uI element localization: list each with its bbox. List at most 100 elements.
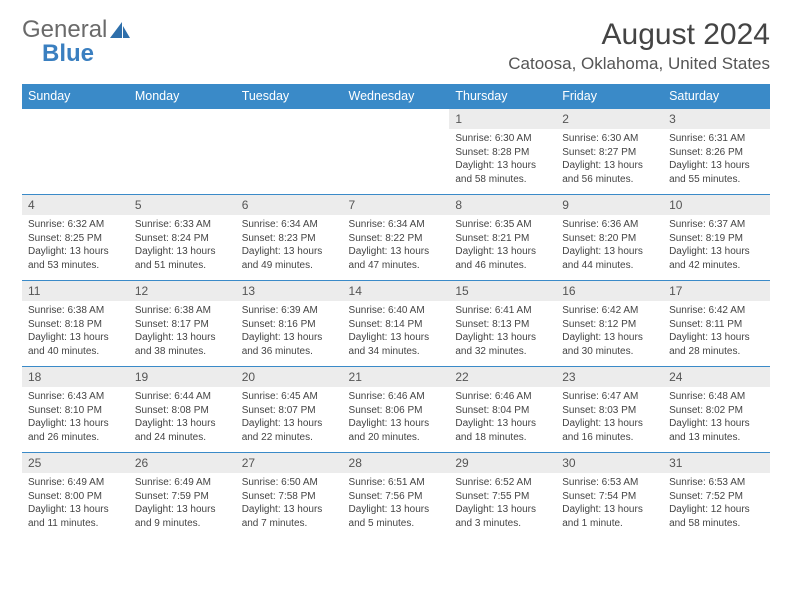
day-details: Sunrise: 6:48 AMSunset: 8:02 PMDaylight:… bbox=[663, 387, 770, 448]
day-details: Sunrise: 6:42 AMSunset: 8:12 PMDaylight:… bbox=[556, 301, 663, 362]
calendar-cell bbox=[343, 109, 450, 195]
weekday-header: Sunday bbox=[22, 84, 129, 109]
calendar-cell: 22Sunrise: 6:46 AMSunset: 8:04 PMDayligh… bbox=[449, 367, 556, 453]
day-details: Sunrise: 6:35 AMSunset: 8:21 PMDaylight:… bbox=[449, 215, 556, 276]
day-number: 12 bbox=[129, 281, 236, 301]
day-number: 23 bbox=[556, 367, 663, 387]
calendar-row: 1Sunrise: 6:30 AMSunset: 8:28 PMDaylight… bbox=[22, 109, 770, 195]
day-details: Sunrise: 6:37 AMSunset: 8:19 PMDaylight:… bbox=[663, 215, 770, 276]
calendar-row: 25Sunrise: 6:49 AMSunset: 8:00 PMDayligh… bbox=[22, 453, 770, 539]
day-details: Sunrise: 6:50 AMSunset: 7:58 PMDaylight:… bbox=[236, 473, 343, 534]
calendar-cell: 25Sunrise: 6:49 AMSunset: 8:00 PMDayligh… bbox=[22, 453, 129, 539]
brand-part2: Blue bbox=[42, 42, 94, 66]
day-number: 2 bbox=[556, 109, 663, 129]
day-number: 24 bbox=[663, 367, 770, 387]
day-details: Sunrise: 6:49 AMSunset: 8:00 PMDaylight:… bbox=[22, 473, 129, 534]
day-number: 3 bbox=[663, 109, 770, 129]
calendar-cell: 2Sunrise: 6:30 AMSunset: 8:27 PMDaylight… bbox=[556, 109, 663, 195]
calendar-table: SundayMondayTuesdayWednesdayThursdayFrid… bbox=[22, 84, 770, 539]
calendar-cell: 31Sunrise: 6:53 AMSunset: 7:52 PMDayligh… bbox=[663, 453, 770, 539]
day-details: Sunrise: 6:41 AMSunset: 8:13 PMDaylight:… bbox=[449, 301, 556, 362]
day-details: Sunrise: 6:49 AMSunset: 7:59 PMDaylight:… bbox=[129, 473, 236, 534]
day-details: Sunrise: 6:32 AMSunset: 8:25 PMDaylight:… bbox=[22, 215, 129, 276]
calendar-cell: 26Sunrise: 6:49 AMSunset: 7:59 PMDayligh… bbox=[129, 453, 236, 539]
location-subtitle: Catoosa, Oklahoma, United States bbox=[508, 54, 770, 74]
day-details: Sunrise: 6:43 AMSunset: 8:10 PMDaylight:… bbox=[22, 387, 129, 448]
day-details: Sunrise: 6:33 AMSunset: 8:24 PMDaylight:… bbox=[129, 215, 236, 276]
calendar-cell: 7Sunrise: 6:34 AMSunset: 8:22 PMDaylight… bbox=[343, 195, 450, 281]
weekday-header: Tuesday bbox=[236, 84, 343, 109]
day-details: Sunrise: 6:31 AMSunset: 8:26 PMDaylight:… bbox=[663, 129, 770, 190]
calendar-row: 4Sunrise: 6:32 AMSunset: 8:25 PMDaylight… bbox=[22, 195, 770, 281]
calendar-cell: 13Sunrise: 6:39 AMSunset: 8:16 PMDayligh… bbox=[236, 281, 343, 367]
calendar-cell: 20Sunrise: 6:45 AMSunset: 8:07 PMDayligh… bbox=[236, 367, 343, 453]
calendar-cell: 29Sunrise: 6:52 AMSunset: 7:55 PMDayligh… bbox=[449, 453, 556, 539]
day-details: Sunrise: 6:53 AMSunset: 7:54 PMDaylight:… bbox=[556, 473, 663, 534]
day-details: Sunrise: 6:47 AMSunset: 8:03 PMDaylight:… bbox=[556, 387, 663, 448]
calendar-cell: 14Sunrise: 6:40 AMSunset: 8:14 PMDayligh… bbox=[343, 281, 450, 367]
day-details: Sunrise: 6:46 AMSunset: 8:04 PMDaylight:… bbox=[449, 387, 556, 448]
day-details: Sunrise: 6:42 AMSunset: 8:11 PMDaylight:… bbox=[663, 301, 770, 362]
month-title: August 2024 bbox=[508, 18, 770, 52]
day-number: 5 bbox=[129, 195, 236, 215]
calendar-cell: 1Sunrise: 6:30 AMSunset: 8:28 PMDaylight… bbox=[449, 109, 556, 195]
day-number: 6 bbox=[236, 195, 343, 215]
day-number: 20 bbox=[236, 367, 343, 387]
day-details: Sunrise: 6:52 AMSunset: 7:55 PMDaylight:… bbox=[449, 473, 556, 534]
calendar-cell: 28Sunrise: 6:51 AMSunset: 7:56 PMDayligh… bbox=[343, 453, 450, 539]
calendar-cell: 21Sunrise: 6:46 AMSunset: 8:06 PMDayligh… bbox=[343, 367, 450, 453]
calendar-cell bbox=[236, 109, 343, 195]
day-details: Sunrise: 6:44 AMSunset: 8:08 PMDaylight:… bbox=[129, 387, 236, 448]
day-details: Sunrise: 6:39 AMSunset: 8:16 PMDaylight:… bbox=[236, 301, 343, 362]
day-number: 1 bbox=[449, 109, 556, 129]
calendar-cell: 24Sunrise: 6:48 AMSunset: 8:02 PMDayligh… bbox=[663, 367, 770, 453]
calendar-cell bbox=[22, 109, 129, 195]
day-number: 26 bbox=[129, 453, 236, 473]
calendar-cell: 4Sunrise: 6:32 AMSunset: 8:25 PMDaylight… bbox=[22, 195, 129, 281]
day-number: 8 bbox=[449, 195, 556, 215]
day-number: 15 bbox=[449, 281, 556, 301]
day-number: 27 bbox=[236, 453, 343, 473]
calendar-cell: 5Sunrise: 6:33 AMSunset: 8:24 PMDaylight… bbox=[129, 195, 236, 281]
calendar-cell: 9Sunrise: 6:36 AMSunset: 8:20 PMDaylight… bbox=[556, 195, 663, 281]
sail-icon bbox=[108, 20, 132, 40]
day-number: 11 bbox=[22, 281, 129, 301]
calendar-cell: 23Sunrise: 6:47 AMSunset: 8:03 PMDayligh… bbox=[556, 367, 663, 453]
weekday-header: Monday bbox=[129, 84, 236, 109]
day-number: 16 bbox=[556, 281, 663, 301]
day-details: Sunrise: 6:45 AMSunset: 8:07 PMDaylight:… bbox=[236, 387, 343, 448]
calendar-cell: 30Sunrise: 6:53 AMSunset: 7:54 PMDayligh… bbox=[556, 453, 663, 539]
calendar-cell: 15Sunrise: 6:41 AMSunset: 8:13 PMDayligh… bbox=[449, 281, 556, 367]
day-number: 19 bbox=[129, 367, 236, 387]
brand-logo: General bbox=[22, 18, 134, 42]
calendar-cell bbox=[129, 109, 236, 195]
calendar-body: 1Sunrise: 6:30 AMSunset: 8:28 PMDaylight… bbox=[22, 109, 770, 539]
day-number: 25 bbox=[22, 453, 129, 473]
day-details: Sunrise: 6:36 AMSunset: 8:20 PMDaylight:… bbox=[556, 215, 663, 276]
calendar-cell: 17Sunrise: 6:42 AMSunset: 8:11 PMDayligh… bbox=[663, 281, 770, 367]
day-details: Sunrise: 6:34 AMSunset: 8:23 PMDaylight:… bbox=[236, 215, 343, 276]
weekday-header: Wednesday bbox=[343, 84, 450, 109]
calendar-cell: 11Sunrise: 6:38 AMSunset: 8:18 PMDayligh… bbox=[22, 281, 129, 367]
calendar-cell: 27Sunrise: 6:50 AMSunset: 7:58 PMDayligh… bbox=[236, 453, 343, 539]
day-details: Sunrise: 6:38 AMSunset: 8:17 PMDaylight:… bbox=[129, 301, 236, 362]
calendar-cell: 8Sunrise: 6:35 AMSunset: 8:21 PMDaylight… bbox=[449, 195, 556, 281]
day-number: 17 bbox=[663, 281, 770, 301]
day-number: 30 bbox=[556, 453, 663, 473]
day-number: 29 bbox=[449, 453, 556, 473]
day-details: Sunrise: 6:30 AMSunset: 8:27 PMDaylight:… bbox=[556, 129, 663, 190]
day-number: 22 bbox=[449, 367, 556, 387]
calendar-cell: 18Sunrise: 6:43 AMSunset: 8:10 PMDayligh… bbox=[22, 367, 129, 453]
day-number: 4 bbox=[22, 195, 129, 215]
weekday-header: Saturday bbox=[663, 84, 770, 109]
day-number: 14 bbox=[343, 281, 450, 301]
day-details: Sunrise: 6:51 AMSunset: 7:56 PMDaylight:… bbox=[343, 473, 450, 534]
day-number: 31 bbox=[663, 453, 770, 473]
weekday-header: Friday bbox=[556, 84, 663, 109]
day-details: Sunrise: 6:40 AMSunset: 8:14 PMDaylight:… bbox=[343, 301, 450, 362]
day-details: Sunrise: 6:34 AMSunset: 8:22 PMDaylight:… bbox=[343, 215, 450, 276]
day-details: Sunrise: 6:46 AMSunset: 8:06 PMDaylight:… bbox=[343, 387, 450, 448]
day-number: 28 bbox=[343, 453, 450, 473]
calendar-cell: 19Sunrise: 6:44 AMSunset: 8:08 PMDayligh… bbox=[129, 367, 236, 453]
calendar-cell: 10Sunrise: 6:37 AMSunset: 8:19 PMDayligh… bbox=[663, 195, 770, 281]
